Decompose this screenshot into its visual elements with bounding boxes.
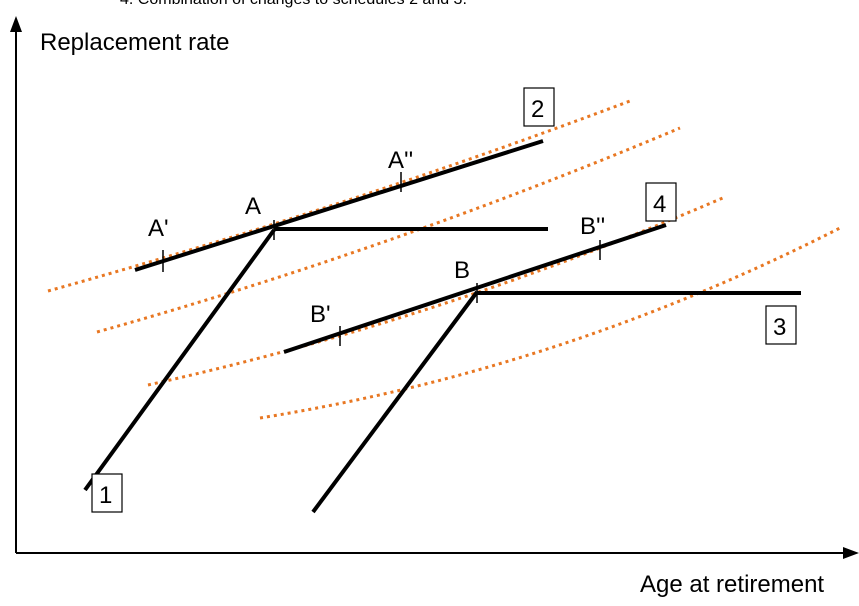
schedule-line [283, 223, 667, 354]
indifference-curve [147, 195, 726, 387]
y-axis-label: Replacement rate [40, 29, 229, 56]
indifference-curve [47, 99, 631, 293]
schedule-box [645, 182, 677, 222]
point-label: A' [148, 215, 169, 242]
schedule-line [134, 139, 544, 272]
schedule-label: 2 [531, 96, 544, 123]
schedule-label: 4 [653, 191, 666, 218]
point-label: B [454, 257, 470, 284]
caption: 4. Combination of changes to schedules 2… [120, 0, 467, 8]
indifference-curve [96, 126, 681, 334]
schedule-box [765, 305, 797, 345]
x-axis-label: Age at retirement [640, 571, 824, 598]
indifference-curve [259, 226, 841, 420]
x-arrow [843, 547, 859, 559]
y-arrow [10, 16, 22, 32]
schedule-label: 1 [99, 482, 112, 509]
schedule-label: 3 [773, 314, 786, 341]
point-label: A'' [388, 147, 413, 174]
schedule-line [311, 290, 479, 514]
schedule-box [523, 87, 555, 127]
point-label: A [245, 193, 261, 220]
point-label: B' [310, 301, 331, 328]
point-label: B'' [580, 213, 605, 240]
schedule-line [83, 228, 276, 492]
schedule-box [91, 473, 123, 513]
